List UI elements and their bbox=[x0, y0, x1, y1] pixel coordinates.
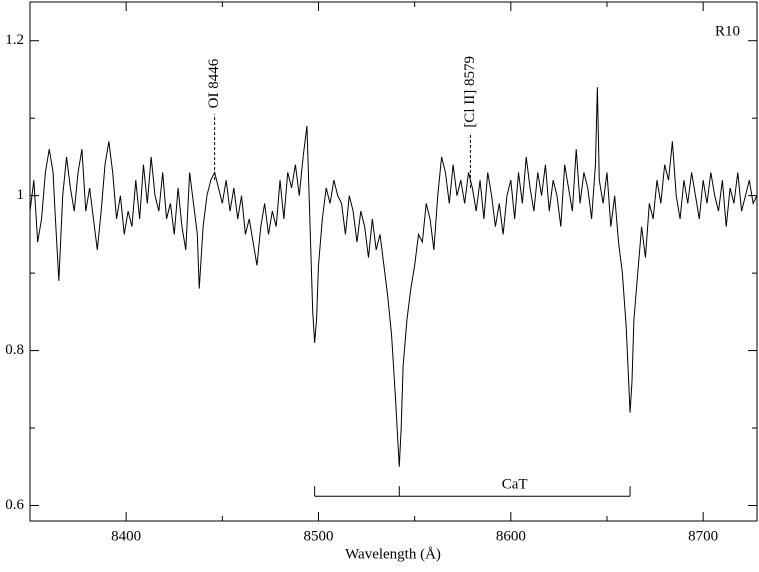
y-tick-label: 0.8 bbox=[5, 342, 24, 358]
x-axis-label: Wavelength (Å) bbox=[345, 546, 441, 562]
y-tick-label: 1 bbox=[17, 187, 25, 203]
corner-label: R10 bbox=[715, 23, 740, 39]
x-tick-label: 8600 bbox=[496, 528, 526, 544]
annotation-label: OI 8446 bbox=[206, 58, 222, 108]
x-tick-label: 8400 bbox=[111, 528, 141, 544]
y-tick-label: 1.2 bbox=[5, 32, 24, 48]
annotation-label: [Cl II] 8579 bbox=[462, 56, 478, 128]
bracket-label: CaT bbox=[502, 477, 528, 493]
spectrum-line bbox=[29, 87, 758, 467]
x-tick-label: 8500 bbox=[303, 528, 333, 544]
x-tick-label: 8700 bbox=[688, 528, 718, 544]
y-tick-label: 0.6 bbox=[5, 497, 24, 513]
plot-frame bbox=[29, 1, 758, 522]
